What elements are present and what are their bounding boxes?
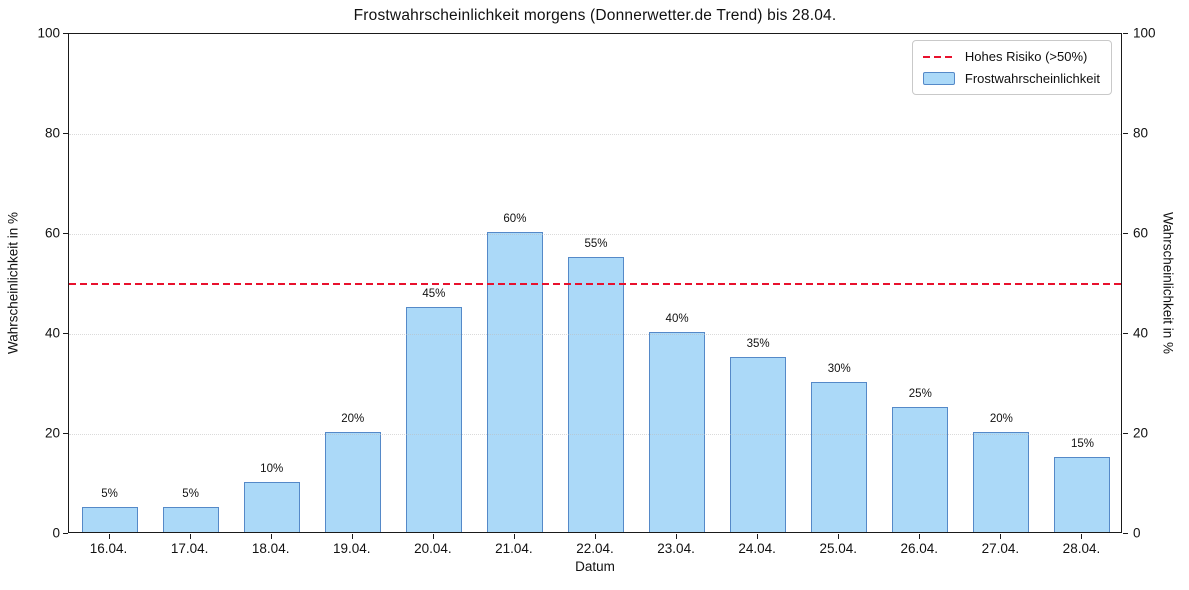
y-tick-left bbox=[63, 233, 68, 234]
bar-value-label: 40% bbox=[665, 313, 689, 325]
gridline-40 bbox=[69, 334, 1121, 335]
bar-value-label: 10% bbox=[260, 463, 284, 475]
plot-area: 5% 5% 10% 20% 45% 60% 55% 40% 35% 30% 25% 20% 15% Ho… bbox=[68, 33, 1122, 533]
y-tick-left bbox=[63, 33, 68, 34]
y-axis-label-left: Wahrscheinlichkeit in % bbox=[5, 211, 21, 355]
x-tick-label: 18.04. bbox=[251, 541, 290, 556]
y-tick-label-left: 0 bbox=[52, 525, 60, 541]
y-tick-right bbox=[1123, 433, 1128, 434]
bar-value-label: 20% bbox=[989, 413, 1013, 425]
bar-value-label: 20% bbox=[341, 413, 365, 425]
x-tick bbox=[1000, 534, 1002, 539]
legend-item-frost: Frostwahrscheinlichkeit bbox=[922, 71, 1100, 86]
threshold-line bbox=[69, 283, 1121, 285]
legend: Hohes Risiko (>50%) Frostwahrscheinlichk… bbox=[911, 40, 1112, 95]
y-tick-left bbox=[63, 433, 68, 434]
legend-label-frost: Frostwahrscheinlichkeit bbox=[964, 71, 1100, 86]
x-tick bbox=[270, 534, 272, 539]
bar-value-label: 5% bbox=[182, 488, 199, 500]
y-tick-label-left: 100 bbox=[37, 25, 60, 41]
x-tick-label: 16.04. bbox=[89, 541, 128, 556]
bar-21.04. bbox=[486, 232, 543, 532]
x-tick-label: 26.04. bbox=[900, 541, 939, 556]
x-axis-label: Datum bbox=[575, 559, 615, 574]
bar-swatch-marker bbox=[922, 72, 955, 85]
chart-title: Frostwahrscheinlichkeit morgens (Donnerw… bbox=[353, 7, 837, 24]
legend-item-threshold: Hohes Risiko (>50%) bbox=[922, 49, 1100, 64]
x-tick-label: 17.04. bbox=[170, 541, 209, 556]
x-tick bbox=[595, 534, 596, 539]
bar-value-label: 55% bbox=[584, 238, 608, 250]
bar-27.04. bbox=[973, 432, 1030, 532]
y-tick-right bbox=[1123, 533, 1128, 534]
bar-20.04. bbox=[405, 307, 462, 532]
bar-25.04. bbox=[811, 382, 868, 532]
x-tick bbox=[676, 534, 678, 539]
y-tick-left bbox=[63, 133, 68, 134]
bar-value-label: 25% bbox=[908, 388, 932, 400]
y-tick-left bbox=[63, 333, 68, 334]
gridline-80 bbox=[69, 134, 1121, 135]
y-tick-label-right: 0 bbox=[1133, 525, 1141, 541]
y-tick-right bbox=[1123, 333, 1128, 334]
x-tick-label: 20.04. bbox=[414, 541, 452, 556]
bar-16.04. bbox=[81, 507, 138, 532]
x-tick-label: 25.04. bbox=[819, 541, 857, 556]
y-tick-label-right: 80 bbox=[1133, 125, 1149, 141]
x-tick bbox=[919, 534, 921, 539]
y-tick-right bbox=[1123, 233, 1128, 234]
bar-value-label: 60% bbox=[503, 213, 527, 225]
x-tick bbox=[513, 534, 515, 539]
bar-28.04. bbox=[1054, 457, 1111, 532]
x-tick-label: 22.04. bbox=[576, 541, 614, 556]
y-tick-label-left: 60 bbox=[44, 225, 60, 241]
y-tick-label-right: 60 bbox=[1133, 225, 1149, 241]
x-tick-label: 28.04. bbox=[1062, 541, 1101, 556]
bar-value-label: 30% bbox=[827, 363, 851, 375]
bar-value-label: 15% bbox=[1070, 438, 1094, 450]
y-tick-left bbox=[63, 533, 68, 534]
bar-19.04. bbox=[324, 432, 381, 532]
y-tick-label-left: 40 bbox=[44, 325, 60, 341]
bar-17.04. bbox=[162, 507, 219, 532]
bar-value-label: 5% bbox=[101, 488, 118, 500]
x-tick bbox=[108, 534, 110, 539]
x-tick-label: 21.04. bbox=[495, 541, 533, 556]
gridline-20 bbox=[69, 434, 1121, 435]
gridline-60 bbox=[69, 234, 1121, 235]
x-tick-label: 23.04. bbox=[657, 541, 695, 556]
x-tick-label: 19.04. bbox=[332, 541, 371, 556]
y-tick-label-right: 100 bbox=[1133, 25, 1156, 41]
x-tick bbox=[432, 534, 434, 539]
x-tick bbox=[757, 534, 759, 539]
y-tick-right bbox=[1123, 33, 1128, 34]
bar-22.04. bbox=[568, 257, 624, 532]
x-tick bbox=[1081, 534, 1083, 539]
x-tick bbox=[838, 534, 840, 539]
y-axis-label-right: Wahrscheinlichkeit in % bbox=[1160, 211, 1176, 355]
x-tick-label: 24.04. bbox=[738, 541, 776, 556]
y-tick-label-right: 40 bbox=[1133, 325, 1149, 341]
bar-24.04. bbox=[730, 357, 787, 532]
x-tick bbox=[189, 534, 191, 539]
y-tick-right bbox=[1123, 133, 1128, 134]
y-tick-label-left: 20 bbox=[44, 425, 60, 441]
bar-23.04. bbox=[649, 332, 706, 532]
y-tick-label-right: 20 bbox=[1133, 425, 1149, 441]
legend-label-threshold: Hohes Risiko (>50%) bbox=[964, 49, 1088, 64]
x-tick-label: 27.04. bbox=[981, 541, 1020, 556]
dashed-line-marker bbox=[922, 55, 955, 58]
bar-26.04. bbox=[892, 407, 949, 532]
bar-value-label: 45% bbox=[422, 288, 446, 300]
y-tick-label-left: 80 bbox=[44, 125, 60, 141]
bar-18.04. bbox=[243, 482, 300, 532]
bar-value-label: 35% bbox=[746, 338, 770, 350]
x-tick bbox=[351, 534, 353, 539]
